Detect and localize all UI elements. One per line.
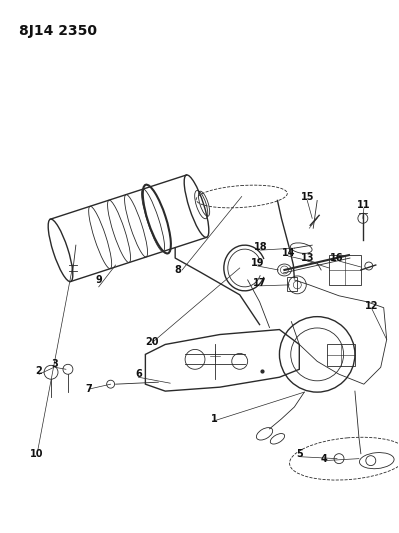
- Text: 3: 3: [51, 359, 58, 369]
- Text: 11: 11: [357, 200, 371, 211]
- Text: 20: 20: [146, 337, 159, 348]
- Text: 14: 14: [282, 248, 295, 258]
- Text: 9: 9: [95, 275, 102, 285]
- Text: 8J14 2350: 8J14 2350: [19, 23, 97, 38]
- Text: 5: 5: [296, 449, 303, 459]
- Text: 2: 2: [36, 366, 43, 376]
- Text: 6: 6: [135, 369, 142, 379]
- Text: 19: 19: [251, 258, 265, 268]
- Text: 15: 15: [300, 192, 314, 203]
- Text: 17: 17: [253, 278, 266, 288]
- Text: 10: 10: [30, 449, 44, 459]
- Text: 8: 8: [175, 265, 182, 275]
- Text: 16: 16: [330, 253, 344, 263]
- Text: 4: 4: [321, 454, 328, 464]
- Text: 1: 1: [211, 414, 217, 424]
- Text: 13: 13: [300, 253, 314, 263]
- Text: 18: 18: [254, 242, 267, 252]
- Text: 7: 7: [85, 384, 92, 394]
- Text: 12: 12: [365, 301, 379, 311]
